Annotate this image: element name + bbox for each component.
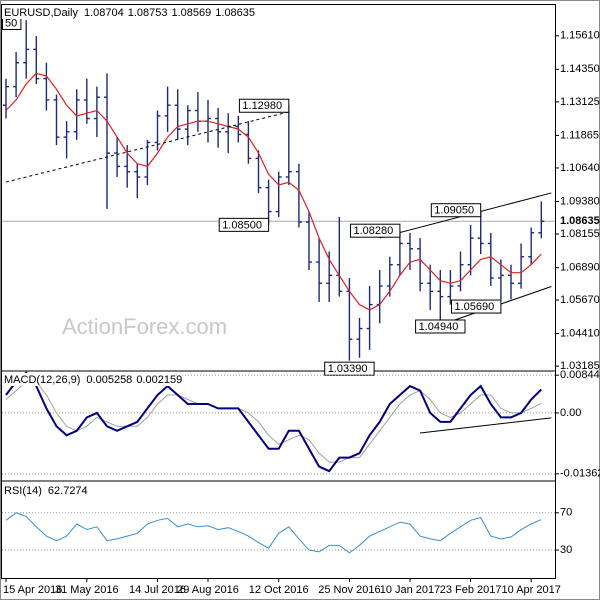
annotation-label: 1.04940 xyxy=(419,321,459,333)
panel-title: MACD(12,26,9) xyxy=(4,374,80,386)
annotation-label: 1.03390 xyxy=(328,363,368,375)
x-tick-label: 25 Nov 2016 xyxy=(318,584,380,596)
annotation-box xyxy=(451,299,502,314)
x-tick-label: 23 Feb 2017 xyxy=(440,584,502,596)
header-value: 1.08569 xyxy=(172,7,212,19)
header-value: 62.7274 xyxy=(48,485,88,497)
x-tick-label: 10 Apr 2017 xyxy=(502,584,561,596)
y-tick-label: 1.14350 xyxy=(560,63,600,75)
annotation-label: 1.12980 xyxy=(242,100,282,112)
moving-average xyxy=(5,72,542,311)
panel-header: EURUSD,Daily 1.08704 1.08753 1.08569 1.08635 xyxy=(4,7,255,19)
annotation-box xyxy=(430,203,482,218)
macd-line xyxy=(5,371,543,473)
annotation-label: 1.08280 xyxy=(354,225,394,237)
y-tick-label: 0.008443 xyxy=(560,369,600,381)
panel-header: MACD(12,26,9) 0.005258 0.002159 xyxy=(4,374,182,386)
x-tick-label: 15 Apr 2016 xyxy=(3,584,62,596)
y-tick-label: 0.00 xyxy=(560,407,581,419)
annotation-label: 1.05690 xyxy=(455,301,495,313)
annotation-box xyxy=(324,361,375,376)
annotation-label: 1.09050 xyxy=(434,205,474,217)
y-tick-label: 1.13125 xyxy=(560,96,600,108)
header-bg xyxy=(2,373,177,386)
header-bg xyxy=(2,484,86,497)
annotation-box xyxy=(238,98,290,113)
header-value: 1.08635 xyxy=(215,7,255,19)
panel-title: EURUSD,Daily xyxy=(4,7,78,19)
y-tick-label: 1.10640 xyxy=(560,162,600,174)
watermark: ActionForex.com xyxy=(62,314,227,339)
annotation-label: 1.08500 xyxy=(222,219,262,231)
x-tick-label: 14 Jul 2016 xyxy=(129,584,186,596)
trend-line xyxy=(5,111,289,183)
trend-line xyxy=(420,417,552,434)
y-tick-label: 1.03185 xyxy=(560,360,600,372)
y-tick-label: 1.08155 xyxy=(560,228,600,240)
y-tick-label: 1.06890 xyxy=(560,262,600,274)
y-tick-label: 1.09380 xyxy=(560,195,600,207)
x-tick-label: 10 Jan 2017 xyxy=(380,584,441,596)
y-tick-label: 1.04410 xyxy=(560,327,600,339)
panel-title: RSI(14) xyxy=(4,485,42,497)
x-tick-label: 31 May 2016 xyxy=(55,584,119,596)
y-tick-label: 1.15610 xyxy=(560,30,600,42)
header-value: 1.08704 xyxy=(84,7,124,19)
y-tick-label: -0.01362 xyxy=(560,468,600,480)
annotation-label: 50 xyxy=(5,17,17,29)
current-price-label: 1.08635 xyxy=(560,215,600,227)
macd-line xyxy=(5,381,542,463)
x-tick-label: 29 Aug 2016 xyxy=(177,584,239,596)
rsi-line xyxy=(5,512,542,554)
header-value: 0.005258 xyxy=(86,374,132,386)
y-tick-label: 1.05670 xyxy=(560,294,600,306)
y-tick-label: 30 xyxy=(560,544,572,556)
y-tick-label: 70 xyxy=(560,507,572,519)
y-tick-label: 1.11865 xyxy=(560,129,599,141)
header-bg xyxy=(2,6,242,19)
annotation-box xyxy=(218,217,270,232)
annotation-box xyxy=(415,319,466,334)
x-tick-label: 12 Oct 2016 xyxy=(249,584,309,596)
header-value: 0.002159 xyxy=(136,374,182,386)
annotation-box xyxy=(350,223,401,238)
header-value: 1.08753 xyxy=(128,7,168,19)
panel-header: RSI(14) 62.7274 xyxy=(4,485,88,497)
